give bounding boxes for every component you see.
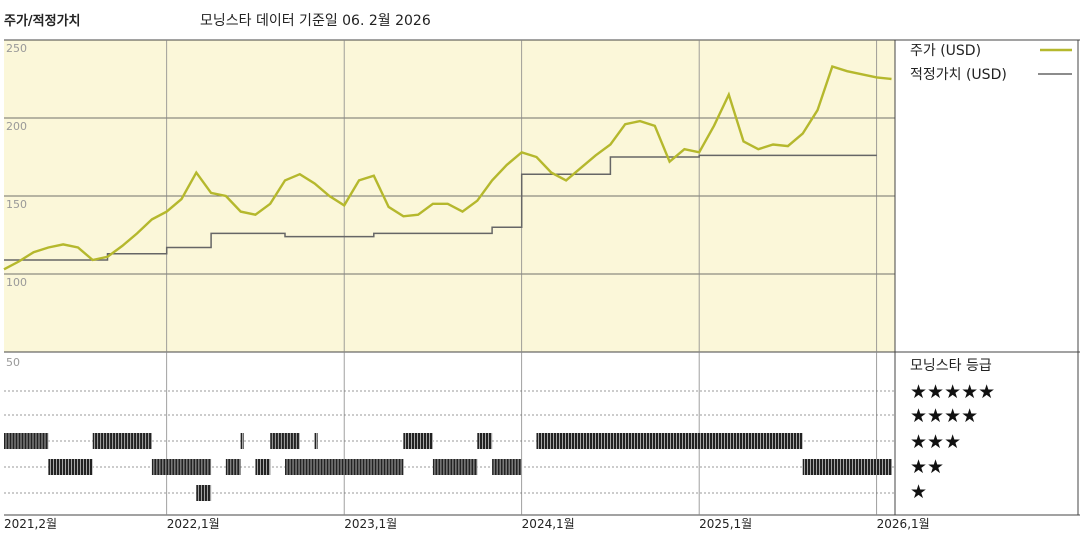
rating-bar-3 xyxy=(92,433,152,449)
legend-fair-value-label: 적정가치 (USD) xyxy=(910,67,1007,83)
rating-bars xyxy=(4,433,892,501)
price-series-line xyxy=(3,64,892,271)
x-axis-ticks: 2021,2월 2022,1월 2023,1월 2024,1월 2025,1월 2026,… xyxy=(4,517,930,531)
rating-bar-3 xyxy=(240,433,244,449)
chart-title: 주가/적정가치 xyxy=(4,14,81,29)
legend: 주가 (USD) 적정가치 (USD) xyxy=(910,43,1072,83)
rating-bar-3 xyxy=(270,433,300,449)
rating-legend-stars: ★ xyxy=(910,481,927,503)
rating-legend-stars: ★★★★ xyxy=(910,405,978,427)
legend-price-label: 주가 (USD) xyxy=(910,43,981,59)
rating-legend-stars: ★★★ xyxy=(910,431,961,453)
y-tick-label: 50 xyxy=(6,356,20,369)
x-tick-label: 2025,1월 xyxy=(699,517,752,531)
rating-bar-2 xyxy=(492,459,522,475)
y-tick-label: 200 xyxy=(6,120,27,133)
rating-legend-stars: ★★ xyxy=(910,456,944,478)
rating-bar-3 xyxy=(536,433,803,449)
rating-legend: 모닝스타 등급★★★★★★★★★★★★★★★ xyxy=(910,358,995,503)
y-tick-label: 100 xyxy=(6,276,27,289)
x-tick-label: 2022,1월 xyxy=(167,517,220,531)
x-tick-label: 2023,1월 xyxy=(344,517,397,531)
rating-bar-2 xyxy=(151,459,212,475)
rating-bar-2 xyxy=(802,459,892,475)
y-axis-ticks: 250 200 150 100 50 xyxy=(6,42,27,369)
y-tick-label: 250 xyxy=(6,42,27,55)
rating-legend-stars: ★★★★★ xyxy=(910,381,995,403)
y-tick-label: 150 xyxy=(6,198,27,211)
fair-value-series-line xyxy=(4,154,877,261)
rating-bar-3 xyxy=(314,433,318,449)
x-tick-label: 2024,1월 xyxy=(522,517,575,531)
data-date-subtitle: 모닝스타 데이터 기준일 06. 2월 2026 xyxy=(200,13,431,29)
rating-legend-title: 모닝스타 등급 xyxy=(910,358,992,374)
rating-bar-3 xyxy=(403,433,433,449)
x-tick-label: 2021,2월 xyxy=(4,517,57,531)
x-tick-label: 2026,1월 xyxy=(877,517,930,531)
